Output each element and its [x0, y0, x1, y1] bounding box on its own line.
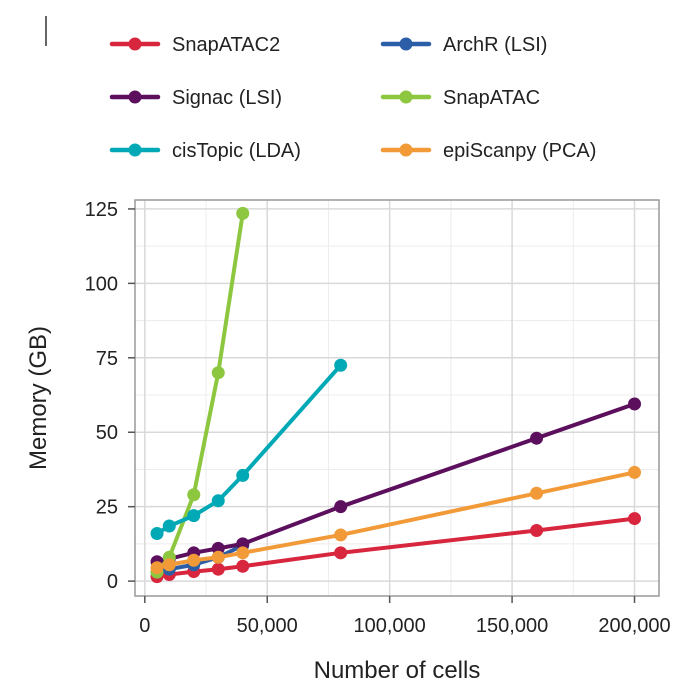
legend-swatch-point: [128, 143, 142, 157]
data-point-cistopic-lda: [187, 509, 201, 523]
data-point-signac-lsi: [211, 541, 225, 555]
x-tick-label: 150,000: [476, 615, 548, 637]
data-point-cistopic-lda: [162, 519, 176, 533]
data-point-cistopic-lda: [150, 526, 164, 540]
data-point-snapatac2: [530, 523, 544, 537]
legend: SnapATAC2 ArchR (LSI) Signac (LSI) SnapATAC…: [109, 34, 596, 162]
legend-label: Signac (LSI): [172, 87, 282, 109]
data-point-episcanpy-pca: [211, 550, 225, 564]
legend-label: cisTopic (LDA): [172, 140, 301, 162]
x-axis-title: Number of cells: [314, 657, 481, 684]
legend-label: ArchR (LSI): [443, 34, 547, 56]
data-point-cistopic-lda: [334, 358, 348, 372]
legend-item-cistopic-lda: cisTopic (LDA): [109, 140, 301, 162]
y-axis-title: Memory (GB): [25, 326, 52, 470]
data-point-signac-lsi: [334, 500, 348, 514]
data-point-snapatac2: [211, 562, 225, 576]
legend-item-episcanpy-pca: epiScanpy (PCA): [380, 140, 596, 162]
data-point-signac-lsi: [236, 537, 250, 551]
data-point-snapatac: [211, 366, 225, 380]
data-point-episcanpy-pca: [187, 553, 201, 567]
x-tick-label: 0: [139, 615, 150, 637]
y-tick-label: 25: [96, 497, 118, 519]
x-tick-label: 50,000: [237, 615, 298, 637]
data-point-cistopic-lda: [211, 494, 225, 508]
data-point-snapatac2: [334, 546, 348, 560]
series-line-cistopic-lda: [155, 363, 343, 536]
legend-item-snapatac: SnapATAC: [380, 87, 540, 109]
data-point-episcanpy-pca: [530, 486, 544, 500]
axes: 0 50,000 100,000 150,000 200,000 0 25 50 75 100 12…: [85, 199, 671, 637]
data-point-snapatac2: [236, 559, 250, 573]
legend-swatch-point: [128, 37, 142, 51]
series-layer: [150, 206, 642, 584]
series-cistopic-lda: [150, 358, 348, 540]
data-point-episcanpy-pca: [334, 528, 348, 542]
data-point-snapatac: [187, 488, 201, 502]
y-tick-label: 75: [96, 348, 118, 370]
y-tick-label: 100: [85, 273, 118, 295]
legend-item-archr-lsi: ArchR (LSI): [380, 34, 547, 56]
series-episcanpy-pca: [150, 465, 642, 575]
series-signac-lsi: [150, 397, 642, 569]
data-point-episcanpy-pca: [162, 558, 176, 572]
data-point-snapatac2: [628, 512, 642, 526]
series-line-signac-lsi: [155, 401, 637, 564]
data-point-signac-lsi: [530, 431, 544, 445]
legend-label: SnapATAC2: [172, 34, 280, 56]
legend-label: epiScanpy (PCA): [443, 140, 596, 162]
legend-item-signac-lsi: Signac (LSI): [109, 87, 282, 109]
legend-swatch-point: [399, 90, 413, 104]
legend-swatch-point: [399, 37, 413, 51]
x-tick-label: 100,000: [354, 615, 426, 637]
plot-frame: [134, 199, 660, 597]
data-point-episcanpy-pca: [628, 465, 642, 479]
data-point-signac-lsi: [628, 397, 642, 411]
series-line-snapatac: [155, 211, 245, 575]
x-tick-label: 200,000: [598, 615, 670, 637]
data-point-snapatac: [236, 206, 250, 220]
legend-item-snapatac2: SnapATAC2: [109, 34, 280, 56]
y-tick-label: 0: [107, 571, 118, 593]
legend-label: SnapATAC: [443, 87, 540, 109]
y-tick-label: 50: [96, 422, 118, 444]
legend-swatch-point: [128, 90, 142, 104]
data-point-cistopic-lda: [236, 468, 250, 482]
data-point-episcanpy-pca: [236, 546, 250, 560]
y-tick-label: 125: [85, 199, 118, 221]
legend-swatch-point: [399, 143, 413, 157]
data-point-episcanpy-pca: [150, 561, 164, 575]
